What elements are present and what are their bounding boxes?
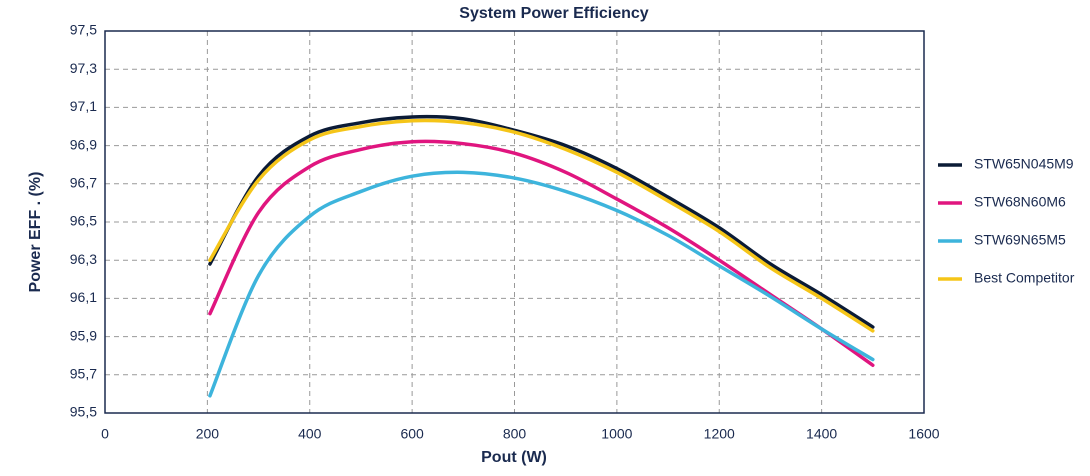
x-tick-label: 600 [400,426,424,442]
y-tick-label: 95,7 [70,366,97,382]
x-tick-label: 1000 [601,426,632,442]
x-tick-label: 1600 [908,426,939,442]
plot-border [104,30,925,414]
legend-label: Best Competitor [974,270,1075,286]
x-axis-title: Pout (W) [481,449,547,466]
series-line [208,114,875,329]
y-tick-label: 97,1 [70,98,97,114]
series-line [208,170,875,398]
y-tick-label: 95,9 [70,327,97,343]
x-tick-label: 1400 [806,426,837,442]
series-line [208,139,875,367]
y-tick-label: 96,7 [70,175,97,191]
legend-label: STW68N60M6 [974,194,1066,210]
y-tick-label: 96,1 [70,289,97,305]
x-tick-label: 400 [298,426,322,442]
chart-title: System Power Efficiency [459,5,649,22]
y-tick-label: 96,5 [70,213,97,229]
x-tick-label: 1200 [704,426,735,442]
y-tick-label: 95,5 [70,404,97,420]
y-tick-label: 96,9 [70,136,97,152]
x-tick-label: 200 [196,426,220,442]
legend-label: STW69N65M5 [974,232,1066,248]
x-tick-label: 0 [101,426,109,442]
y-tick-label: 97,5 [70,22,97,38]
y-axis-title: Power EFF . (%) [27,172,44,293]
legend-label: STW65N045M9 [974,156,1074,172]
series-line [208,118,875,333]
y-tick-label: 96,3 [70,251,97,267]
x-tick-label: 800 [503,426,527,442]
y-tick-label: 97,3 [70,60,97,76]
